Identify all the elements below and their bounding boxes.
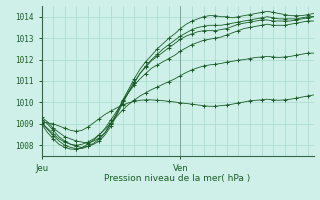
X-axis label: Pression niveau de la mer( hPa ): Pression niveau de la mer( hPa ) — [104, 174, 251, 183]
